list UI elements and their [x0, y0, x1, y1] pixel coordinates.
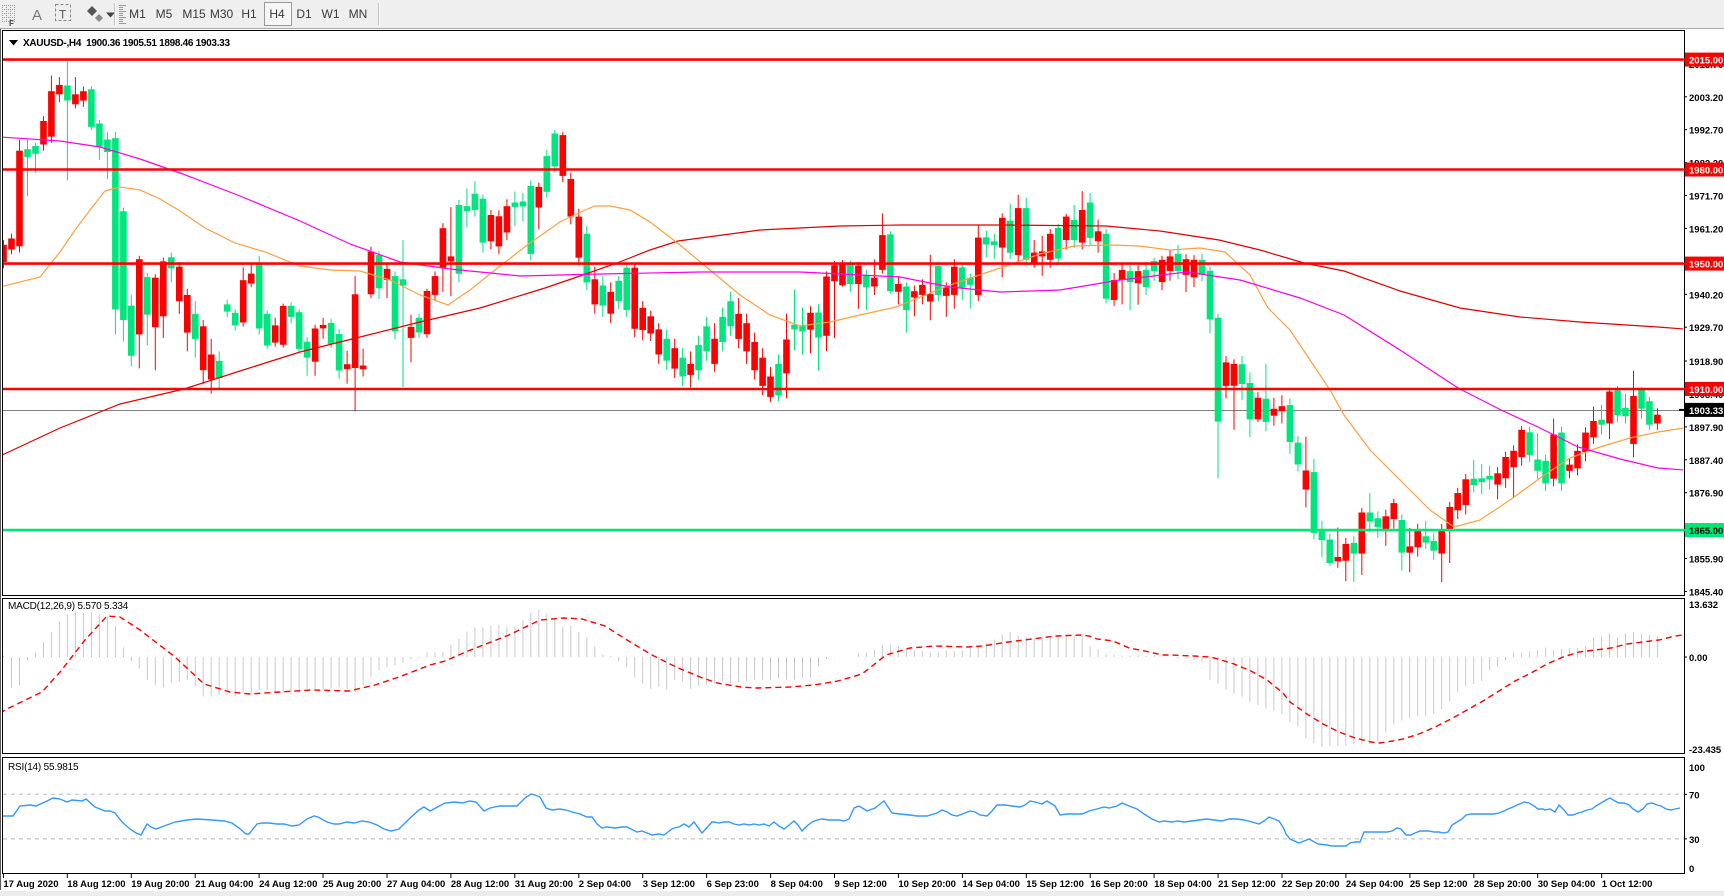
svg-text:27 Aug 04:00: 27 Aug 04:00	[387, 879, 445, 890]
svg-text:1992.70: 1992.70	[1689, 126, 1723, 137]
svg-text:T: T	[59, 8, 67, 22]
svg-text:1845.40: 1845.40	[1689, 587, 1723, 598]
svg-text:1918.90: 1918.90	[1689, 357, 1723, 368]
svg-text:1865.00: 1865.00	[1689, 526, 1723, 537]
svg-text:1929.70: 1929.70	[1689, 323, 1723, 334]
svg-text:1887.40: 1887.40	[1689, 456, 1723, 467]
svg-text:25 Aug 20:00: 25 Aug 20:00	[323, 879, 381, 890]
svg-text:10 Sep 20:00: 10 Sep 20:00	[898, 879, 956, 890]
svg-text:31 Aug 20:00: 31 Aug 20:00	[515, 879, 573, 890]
svg-text:9 Sep 12:00: 9 Sep 12:00	[835, 879, 887, 890]
svg-text:M30: M30	[210, 7, 234, 21]
svg-text:15 Sep 12:00: 15 Sep 12:00	[1026, 879, 1084, 890]
svg-text:1950.00: 1950.00	[1689, 260, 1723, 271]
svg-text:21 Aug 04:00: 21 Aug 04:00	[195, 879, 253, 890]
svg-text:1 Oct 12:00: 1 Oct 12:00	[1602, 879, 1653, 890]
svg-text:M15: M15	[182, 7, 206, 21]
svg-text:25 Sep 12:00: 25 Sep 12:00	[1410, 879, 1468, 890]
svg-text:RSI(14) 55.9815: RSI(14) 55.9815	[8, 762, 79, 773]
svg-text:1903.33: 1903.33	[1689, 406, 1723, 417]
svg-text:MN: MN	[349, 7, 368, 21]
svg-text:M5: M5	[156, 7, 173, 21]
svg-text:8 Sep 04:00: 8 Sep 04:00	[771, 879, 823, 890]
svg-text:1961.20: 1961.20	[1689, 224, 1723, 235]
svg-text:28 Sep 20:00: 28 Sep 20:00	[1474, 879, 1532, 890]
svg-text:3 Sep 12:00: 3 Sep 12:00	[643, 879, 695, 890]
svg-text:14 Sep 04:00: 14 Sep 04:00	[962, 879, 1020, 890]
svg-text:28 Aug 12:00: 28 Aug 12:00	[451, 879, 509, 890]
svg-text:24 Sep 04:00: 24 Sep 04:00	[1346, 879, 1404, 890]
svg-text:2 Sep 04:00: 2 Sep 04:00	[579, 879, 631, 890]
svg-text:30: 30	[1689, 835, 1700, 846]
svg-text:1855.90: 1855.90	[1689, 555, 1723, 566]
svg-text:D1: D1	[296, 7, 312, 21]
svg-text:F: F	[9, 19, 14, 28]
svg-text:MACD(12,26,9) 5.570 5.334: MACD(12,26,9) 5.570 5.334	[8, 601, 129, 612]
svg-text:1971.70: 1971.70	[1689, 192, 1723, 203]
svg-text:30 Sep 04:00: 30 Sep 04:00	[1538, 879, 1596, 890]
svg-text:1876.90: 1876.90	[1689, 489, 1723, 500]
svg-text:2003.20: 2003.20	[1689, 93, 1723, 104]
svg-text:XAUUSD-,H4 1900.36 1905.51 18: XAUUSD-,H4 1900.36 1905.51 1898.46 1903.…	[23, 38, 230, 49]
svg-text:17 Aug 2020: 17 Aug 2020	[3, 879, 58, 890]
svg-text:H4: H4	[269, 7, 285, 21]
svg-text:2015.00: 2015.00	[1689, 56, 1723, 67]
svg-text:1910.00: 1910.00	[1689, 385, 1723, 396]
svg-text:M1: M1	[129, 7, 146, 21]
svg-text:22 Sep 20:00: 22 Sep 20:00	[1282, 879, 1340, 890]
svg-text:6 Sep 23:00: 6 Sep 23:00	[707, 879, 759, 890]
svg-text:1940.20: 1940.20	[1689, 290, 1723, 301]
svg-text:0: 0	[1689, 864, 1694, 875]
svg-text:1980.00: 1980.00	[1689, 166, 1723, 177]
svg-text:18 Aug 12:00: 18 Aug 12:00	[67, 879, 125, 890]
svg-text:24 Aug 12:00: 24 Aug 12:00	[259, 879, 317, 890]
svg-text:19 Aug 20:00: 19 Aug 20:00	[131, 879, 189, 890]
svg-text:1897.90: 1897.90	[1689, 423, 1723, 434]
svg-text:A: A	[32, 7, 42, 24]
svg-text:13.632: 13.632	[1689, 600, 1718, 611]
svg-text:70: 70	[1689, 790, 1700, 801]
svg-text:H1: H1	[241, 7, 257, 21]
svg-text:-23.435: -23.435	[1689, 745, 1722, 756]
svg-text:W1: W1	[322, 7, 340, 21]
svg-text:0.00: 0.00	[1689, 653, 1708, 664]
svg-text:21 Sep 12:00: 21 Sep 12:00	[1218, 879, 1276, 890]
svg-text:16 Sep 20:00: 16 Sep 20:00	[1090, 879, 1148, 890]
svg-text:18 Sep 04:00: 18 Sep 04:00	[1154, 879, 1212, 890]
svg-text:100: 100	[1689, 763, 1705, 774]
